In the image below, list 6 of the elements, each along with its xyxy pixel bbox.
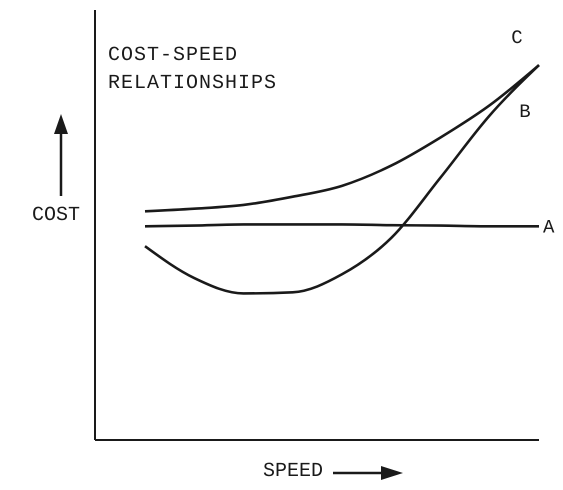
- series-label: C: [511, 27, 523, 50]
- chart-title: COST-SPEED RELATIONSHIPS: [108, 43, 278, 97]
- series-label: A: [543, 216, 555, 238]
- x-axis-title: SPEED: [263, 460, 324, 483]
- y-axis-title: COST: [32, 204, 80, 227]
- series-label: B: [519, 101, 531, 124]
